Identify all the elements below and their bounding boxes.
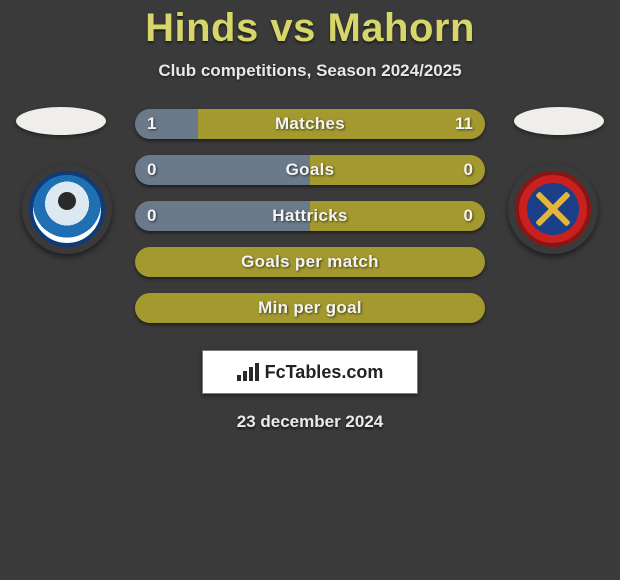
brand-box: FcTables.com	[202, 350, 418, 394]
stat-label: Goals per match	[135, 247, 485, 277]
stat-value-left: 0	[147, 201, 156, 231]
stat-value-right: 0	[464, 155, 473, 185]
stat-row: Min per goal	[135, 293, 485, 323]
stat-label: Hattricks	[135, 201, 485, 231]
crest-braintree-icon	[29, 171, 105, 247]
crest-dagenham-icon	[515, 171, 591, 247]
stat-row: Hattricks0 0	[135, 201, 485, 231]
stat-value-right: 11	[455, 109, 473, 139]
page-title: Hinds vs Mahorn	[0, 0, 620, 51]
stat-row: Matches111	[135, 109, 485, 139]
generation-date: 23 december 2024	[0, 412, 620, 432]
page-subtitle: Club competitions, Season 2024/2025	[0, 61, 620, 81]
stat-value-right: 0	[464, 201, 473, 231]
stat-bars: Matches111Goals00Hattricks00Goals per ma…	[135, 109, 485, 339]
stat-value-left: 1	[147, 109, 156, 139]
stat-label: Matches	[135, 109, 485, 139]
league-pill-left	[16, 107, 106, 135]
stat-label: Min per goal	[135, 293, 485, 323]
club-badge-left	[22, 164, 112, 254]
league-pill-right	[514, 107, 604, 135]
comparison-area: Matches111Goals00Hattricks00Goals per ma…	[0, 109, 620, 334]
stat-row: Goals per match	[135, 247, 485, 277]
stat-label: Goals	[135, 155, 485, 185]
stat-value-left: 0	[147, 155, 156, 185]
fctables-logo-icon	[237, 363, 259, 381]
stat-row: Goals0 0	[135, 155, 485, 185]
club-badge-right	[508, 164, 598, 254]
brand-text: FcTables.com	[265, 362, 384, 383]
